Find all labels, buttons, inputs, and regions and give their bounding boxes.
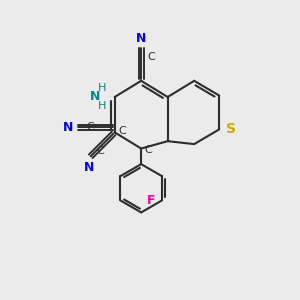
Text: N: N (83, 161, 94, 174)
Text: H: H (98, 101, 106, 111)
Text: H: H (98, 82, 106, 93)
Text: C: C (96, 146, 104, 156)
Text: C: C (148, 52, 155, 62)
Text: S: S (226, 122, 236, 136)
Text: C: C (86, 122, 94, 132)
Text: N: N (136, 32, 146, 45)
Text: F: F (147, 194, 156, 207)
Text: N: N (90, 91, 100, 103)
Text: C: C (118, 126, 126, 136)
Text: N: N (63, 121, 74, 134)
Text: C: C (145, 145, 152, 155)
